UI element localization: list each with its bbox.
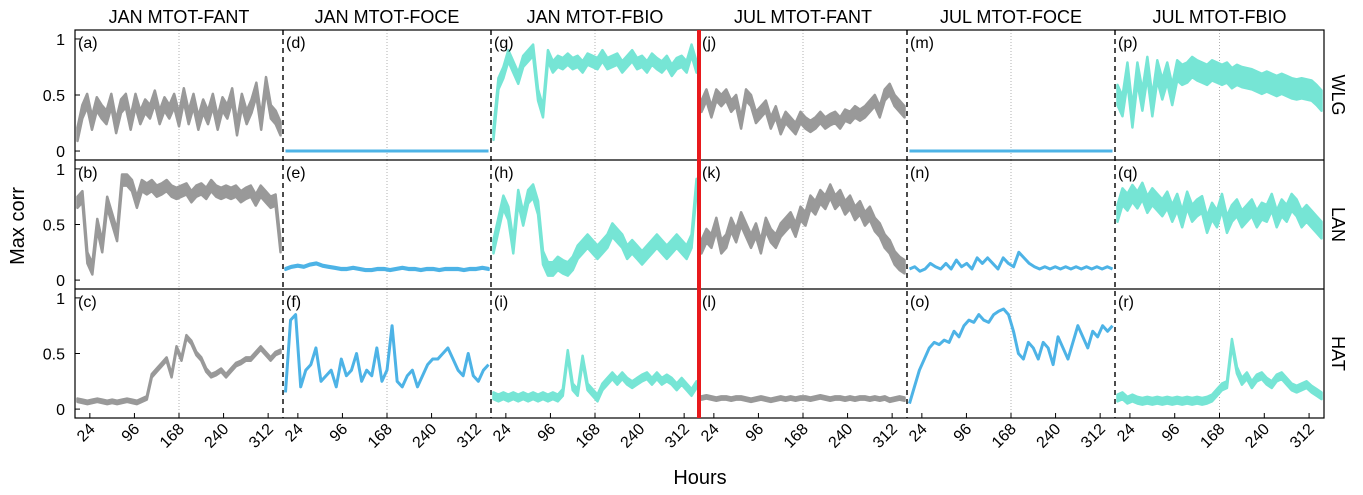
panel-label: (r) — [1118, 294, 1134, 311]
panel-label: (h) — [494, 165, 514, 182]
series-band-i — [492, 348, 698, 403]
x-tick-label: 240 — [617, 421, 648, 452]
x-tick-label: 240 — [1242, 421, 1273, 452]
x-tick-label: 168 — [365, 421, 396, 452]
x-tick-label: 312 — [870, 421, 901, 452]
x-tick-label: 24 — [490, 421, 515, 446]
series-band-p — [1116, 55, 1323, 129]
x-axis-label: Hours — [673, 467, 726, 489]
x-tick-label: 168 — [157, 421, 188, 452]
series-band-q — [1116, 181, 1323, 240]
y-axis-label: Max corr — [7, 187, 29, 265]
panel-label: (o) — [910, 294, 930, 311]
x-tick-label: 96 — [743, 421, 768, 446]
x-tick-label: 312 — [662, 421, 693, 452]
y-tick-label: 0.5 — [43, 347, 65, 364]
series-band-j — [700, 82, 906, 136]
y-tick-label: 0 — [56, 402, 65, 419]
x-tick-label: 240 — [201, 421, 232, 452]
panel-label: (m) — [910, 35, 934, 52]
panel-label: (b) — [78, 165, 98, 182]
row-label: WLG — [1328, 74, 1348, 115]
panel-label: (g) — [494, 35, 514, 52]
x-tick-label: 24 — [1114, 421, 1139, 446]
panel-label: (e) — [286, 165, 306, 182]
series-band-e — [284, 261, 490, 273]
x-tick-label: 96 — [535, 421, 560, 446]
x-tick-label: 168 — [573, 421, 604, 452]
panel-label: (n) — [910, 165, 930, 182]
x-tick-label: 24 — [906, 421, 931, 446]
panel-label: (d) — [286, 35, 306, 52]
series-layer — [76, 43, 1323, 406]
y-tick-label: 1 — [56, 162, 65, 179]
series-band-g — [492, 43, 698, 142]
x-tick-label: 240 — [1033, 421, 1064, 452]
series-band-b — [76, 173, 282, 276]
x-tick-label: 312 — [1287, 421, 1318, 452]
series-band-h — [492, 177, 698, 277]
x-tick-label: 24 — [74, 421, 99, 446]
panel-label: (q) — [1118, 165, 1138, 182]
x-tick-label: 24 — [698, 421, 723, 446]
series-band-l — [700, 393, 906, 404]
series-band-c — [76, 333, 282, 406]
panel-label: (j) — [702, 35, 716, 52]
column-title: JUL MTOT-FANT — [734, 7, 872, 27]
series-band-a — [76, 75, 282, 143]
y-tick-label: 0 — [56, 144, 65, 161]
series-band-k — [700, 183, 906, 275]
x-tick-label: 240 — [825, 421, 856, 452]
x-tick-label: 312 — [454, 421, 485, 452]
x-tick-label: 168 — [781, 421, 812, 452]
x-tick-label: 96 — [327, 421, 352, 446]
panel-label: (l) — [702, 294, 716, 311]
panel-label: (a) — [78, 35, 98, 52]
x-tick-label: 312 — [1078, 421, 1109, 452]
panel-label: (p) — [1118, 35, 1138, 52]
x-tick-label: 96 — [951, 421, 976, 446]
series-line-f — [283, 313, 490, 393]
series-line-o — [908, 307, 1114, 404]
panel-label: (c) — [78, 294, 97, 311]
y-tick-label: 1 — [56, 32, 65, 49]
x-tick-label: 96 — [119, 421, 144, 446]
panel-label: (k) — [702, 165, 721, 182]
grid-layer — [178, 30, 1220, 418]
y-tick-label: 0.5 — [43, 218, 65, 235]
y-tick-label: 1 — [56, 291, 65, 308]
series-line-n — [908, 250, 1114, 273]
y-tick-label: 0 — [56, 273, 65, 290]
column-title: JAN MTOT-FANT — [109, 7, 250, 27]
x-tick-label: 168 — [989, 421, 1020, 452]
row-label: HAT — [1328, 336, 1348, 371]
x-tick-label: 96 — [1159, 421, 1184, 446]
row-label: LAN — [1328, 207, 1348, 242]
x-tick-label: 240 — [409, 421, 440, 452]
panel-label: (f) — [286, 294, 301, 311]
x-tick-label: 168 — [1197, 421, 1228, 452]
column-title: JUL MTOT-FOCE — [940, 7, 1082, 27]
column-title: JUL MTOT-FBIO — [1152, 7, 1286, 27]
panel-label: (i) — [494, 294, 508, 311]
x-tick-label: 24 — [282, 421, 307, 446]
x-tick-label: 312 — [246, 421, 277, 452]
frame-layer — [74, 29, 1325, 419]
series-band-r — [1116, 337, 1323, 406]
column-title: JAN MTOT-FOCE — [315, 7, 460, 27]
y-tick-label: 0.5 — [43, 88, 65, 105]
column-title: JAN MTOT-FBIO — [527, 7, 664, 27]
